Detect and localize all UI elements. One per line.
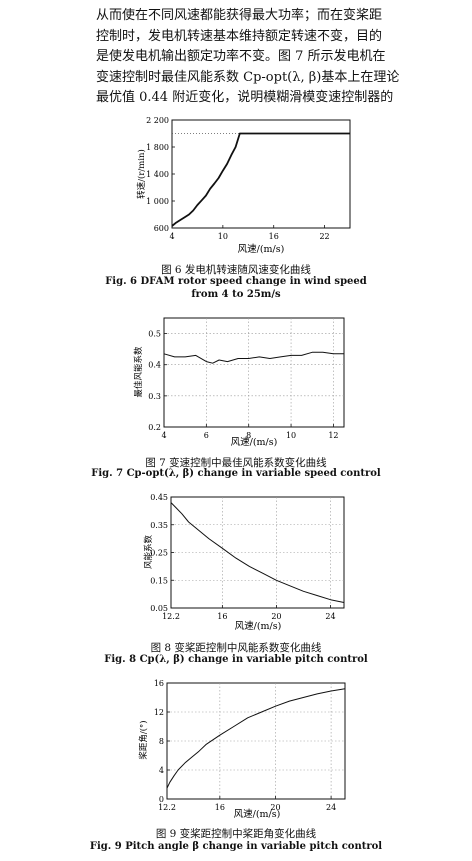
x-tick-label: 10 — [286, 431, 296, 440]
y-tick-label: 0.35 — [150, 521, 168, 530]
y-tick-label: 4 — [159, 766, 164, 775]
x-tick-label: 6 — [204, 431, 209, 440]
series-line — [171, 132, 350, 227]
plot-frame — [171, 119, 351, 229]
y-tick-label: 0.4 — [148, 361, 161, 370]
figure-9-caption-en: Fig. 9 Pitch angle β change in variable … — [89, 841, 383, 852]
y-tick-label: 0.15 — [150, 576, 168, 585]
y-tick-label: 0.5 — [148, 330, 161, 339]
series-line — [166, 688, 346, 789]
figure-7-caption-en: Fig. 7 Cp-opt(λ, β) change in variable s… — [91, 468, 381, 479]
x-tick-label: 12.2 — [162, 612, 180, 621]
y-axis-label: 转速/(r/min) — [136, 149, 147, 199]
figure-9-chart: 桨距角/(°) 风速/(m/s) 12.2 16 20 24 0 4 8 12 16 — [138, 679, 346, 820]
x-tick-label: 4 — [161, 431, 166, 440]
figure-7-caption-cn: 图 7 变速控制中最佳风能系数变化曲线 — [145, 457, 327, 469]
paragraph-line: 变速控制时最佳风能系数 Cp-opt(λ, β)基本上在理论 — [96, 69, 400, 85]
figure-6-caption-en: Fig. 6 DFAM rotor speed change in wind s… — [105, 276, 367, 287]
paragraph-line: 控制时，发电机转速基本维持额定转速不变，目的 — [96, 28, 383, 44]
x-tick-label: 4 — [169, 232, 174, 241]
figure-7-chart: 最佳风能系数 风速/(m/s) 4 6 8 10 12 0.2 0.3 0.4 0.5 — [133, 317, 345, 448]
x-axis-label: 风速/(m/s) — [238, 244, 285, 255]
x-axis-label: 风速/(m/s) — [235, 621, 282, 632]
x-axis-label: 风速/(m/s) — [234, 809, 281, 820]
figure-6-caption-cn: 图 6 发电机转速随风速变化曲线 — [161, 264, 311, 276]
x-tick-label: 16 — [217, 612, 227, 621]
x-tick-label: 8 — [246, 431, 251, 440]
x-tick-label: 12 — [328, 431, 338, 440]
y-tick-label: 0.25 — [150, 549, 168, 558]
chart-marks: 12.2 16 20 24 0 4 8 12 16 — [154, 679, 346, 812]
y-axis-label: 风能系数 — [143, 535, 154, 570]
x-tick-label: 12.2 — [158, 803, 176, 812]
paragraph-line: 最优值 0.44 附近变化，说明模糊滑模变速控制器的 — [96, 90, 394, 105]
y-tick-label: 8 — [159, 737, 164, 746]
x-tick-label: 24 — [325, 612, 335, 621]
chart-marks: 4 10 16 22 600 1 000 1 400 1 800 2 200 — [146, 116, 350, 241]
body-paragraph: 从而使在不同风速都能获得最大功率；而在变桨距 控制时，发电机转速基本维持额定转速… — [96, 6, 456, 109]
y-tick-label: 0.3 — [148, 392, 161, 401]
y-tick-label: 0.05 — [150, 604, 168, 613]
paragraph-line: 是使发电机输出额定功率不变。图 7 所示发电机在 — [96, 49, 386, 64]
y-axis-label: 桨距角/(°) — [138, 720, 149, 759]
figure-8-caption-en: Fig. 8 Cp(λ, β) change in variable pitch… — [104, 654, 368, 665]
figure-8-caption-cn: 图 8 变桨距控制中风能系数变化曲线 — [150, 642, 322, 654]
chart-marks: 4 6 8 10 12 0.2 0.3 0.4 0.5 — [148, 318, 344, 440]
x-tick-label: 10 — [218, 232, 228, 241]
chart-marks: 12.2 16 20 24 0.05 0.15 0.25 0.35 0.45 — [150, 493, 345, 621]
y-tick-label: 0 — [159, 795, 164, 804]
x-tick-label: 24 — [326, 803, 336, 812]
series-line — [170, 502, 345, 603]
figure-6-chart: 转速/(r/min) 风速/(m/s) 4 10 16 22 600 1 000 1 400… — [136, 116, 351, 255]
figure-6-caption-en-2: from 4 to 25m/s — [191, 289, 281, 300]
figure-9-caption-cn: 图 9 变桨距控制中桨距角变化曲线 — [155, 828, 317, 840]
y-tick-label: 0.2 — [148, 423, 161, 432]
paragraph-line: 从而使在不同风速都能获得最大功率；而在变桨距 — [96, 8, 383, 23]
figure-8-chart: 风能系数 风速/(m/s) 12.2 16 20 24 0.05 0.15 0.25 0.35… — [143, 493, 345, 632]
x-tick-label: 16 — [215, 803, 225, 812]
x-tick-label: 16 — [269, 232, 279, 241]
y-tick-label: 1 800 — [146, 143, 169, 152]
y-tick-label: 2 200 — [146, 116, 169, 125]
plot-frame — [163, 317, 345, 428]
y-axis-label: 最佳风能系数 — [133, 346, 144, 398]
x-tick-label: 22 — [319, 232, 329, 241]
y-tick-label: 16 — [154, 679, 164, 688]
y-tick-label: 600 — [154, 224, 169, 233]
y-tick-label: 1 400 — [146, 170, 169, 179]
y-tick-label: 12 — [154, 708, 164, 717]
x-axis-label: 风速/(m/s) — [231, 437, 278, 448]
series-line — [163, 351, 344, 364]
y-tick-label: 0.45 — [150, 493, 168, 502]
x-tick-label: 20 — [270, 803, 280, 812]
x-tick-label: 20 — [271, 612, 281, 621]
y-tick-label: 1 000 — [146, 197, 169, 206]
